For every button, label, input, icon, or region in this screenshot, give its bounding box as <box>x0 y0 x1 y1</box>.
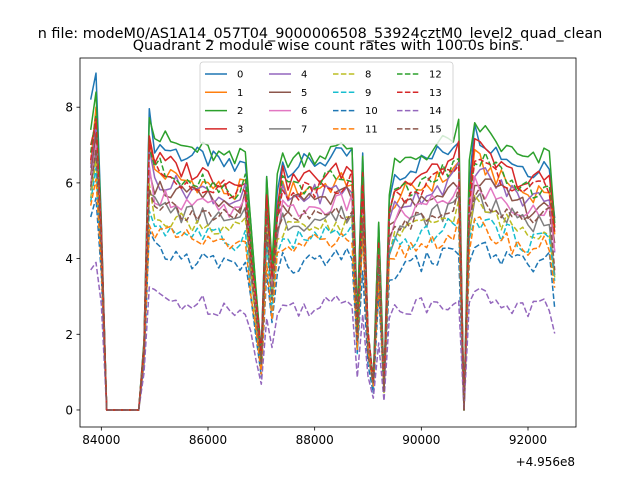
series-line-7 <box>89 151 556 411</box>
legend-box <box>199 61 454 145</box>
series-line-2 <box>89 91 556 411</box>
y-tick-label: 4 <box>65 252 73 266</box>
series-line-10 <box>89 197 556 411</box>
series-line-4 <box>89 125 556 411</box>
legend-label-5: 5 <box>301 88 307 99</box>
axes: 84000 86000 88000 90000 92000 0 2 4 6 8 <box>65 57 577 447</box>
series-line-1 <box>89 106 556 411</box>
legend-label-7: 7 <box>301 124 307 135</box>
legend-label-15: 15 <box>429 124 442 135</box>
x-tick-label: 84000 <box>82 433 120 447</box>
legend-label-13: 13 <box>429 88 442 99</box>
legend-label-4: 4 <box>301 70 307 81</box>
x-tick-label: 86000 <box>189 433 227 447</box>
series-line-6 <box>89 144 556 411</box>
series-line-14 <box>90 261 556 411</box>
series-line-9 <box>89 167 556 411</box>
legend-label-14: 14 <box>429 106 442 117</box>
y-tick-label: 8 <box>65 101 73 115</box>
series-line-13 <box>89 117 556 411</box>
x-tick-label: 92000 <box>509 433 547 447</box>
legend-label-6: 6 <box>301 106 307 117</box>
series-line-11 <box>89 178 556 411</box>
figure-suptitle: n file: modeM0/AS1A14_057T04_9000006508_… <box>38 26 603 42</box>
legend-label-8: 8 <box>365 70 371 81</box>
legend-label-3: 3 <box>237 124 243 135</box>
legend-label-1: 1 <box>237 88 243 99</box>
legend-label-0: 0 <box>237 70 243 81</box>
chart-title: Quadrant 2 module wise count rates with … <box>133 38 524 54</box>
legend-label-2: 2 <box>237 106 243 117</box>
series-line-0 <box>89 72 556 411</box>
series-line-3 <box>89 121 556 411</box>
series-line-15 <box>89 148 556 411</box>
series-line-8 <box>89 159 556 411</box>
plot-area <box>89 72 556 411</box>
legend-label-11: 11 <box>365 124 378 135</box>
y-tick-label: 6 <box>65 176 73 190</box>
legend-label-10: 10 <box>365 106 378 117</box>
series-line-12 <box>89 114 556 411</box>
y-tick-label: 0 <box>65 403 73 417</box>
axes-frame <box>79 57 577 428</box>
legend-label-12: 12 <box>429 70 442 81</box>
x-tick-label: 90000 <box>402 433 440 447</box>
legend-label-9: 9 <box>365 88 371 99</box>
x-axis-offset-label: +4.956e8 <box>516 455 575 469</box>
y-tick-label: 2 <box>65 328 73 342</box>
x-tick-label: 88000 <box>296 433 334 447</box>
